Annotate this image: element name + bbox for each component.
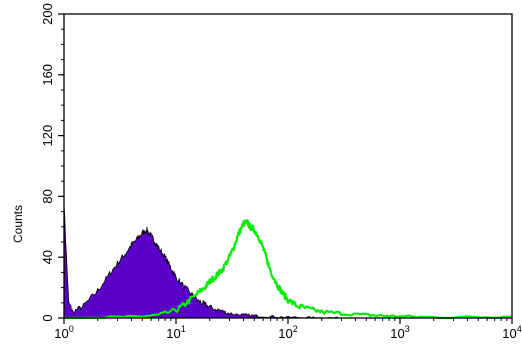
series-filled-0 (63, 206, 342, 319)
y-tick-label-5: 200 (40, 3, 55, 25)
x-tick-label-2: 102 (278, 324, 297, 341)
y-tick-label-3: 120 (40, 125, 55, 147)
x-tick-label-3: 103 (390, 324, 409, 341)
x-tick-label-0: 100 (54, 324, 73, 341)
x-tick-labels: 100 101 102 103 104 (54, 324, 521, 341)
series-layer (63, 206, 513, 320)
series-line-1 (64, 219, 513, 320)
y-tick-label-2: 80 (40, 189, 55, 203)
plot-frame (63, 13, 513, 319)
x-tick-label-1: 101 (166, 324, 185, 341)
y-tick-labels: 0 40 80 120 160 200 (40, 3, 55, 321)
y-tick-label-0: 0 (40, 314, 55, 321)
x-tick-label-4: 104 (502, 324, 521, 341)
y-tick-label-4: 160 (40, 64, 55, 86)
y-tick-label-1: 40 (40, 250, 55, 264)
y-axis-label: Counts (11, 205, 25, 243)
